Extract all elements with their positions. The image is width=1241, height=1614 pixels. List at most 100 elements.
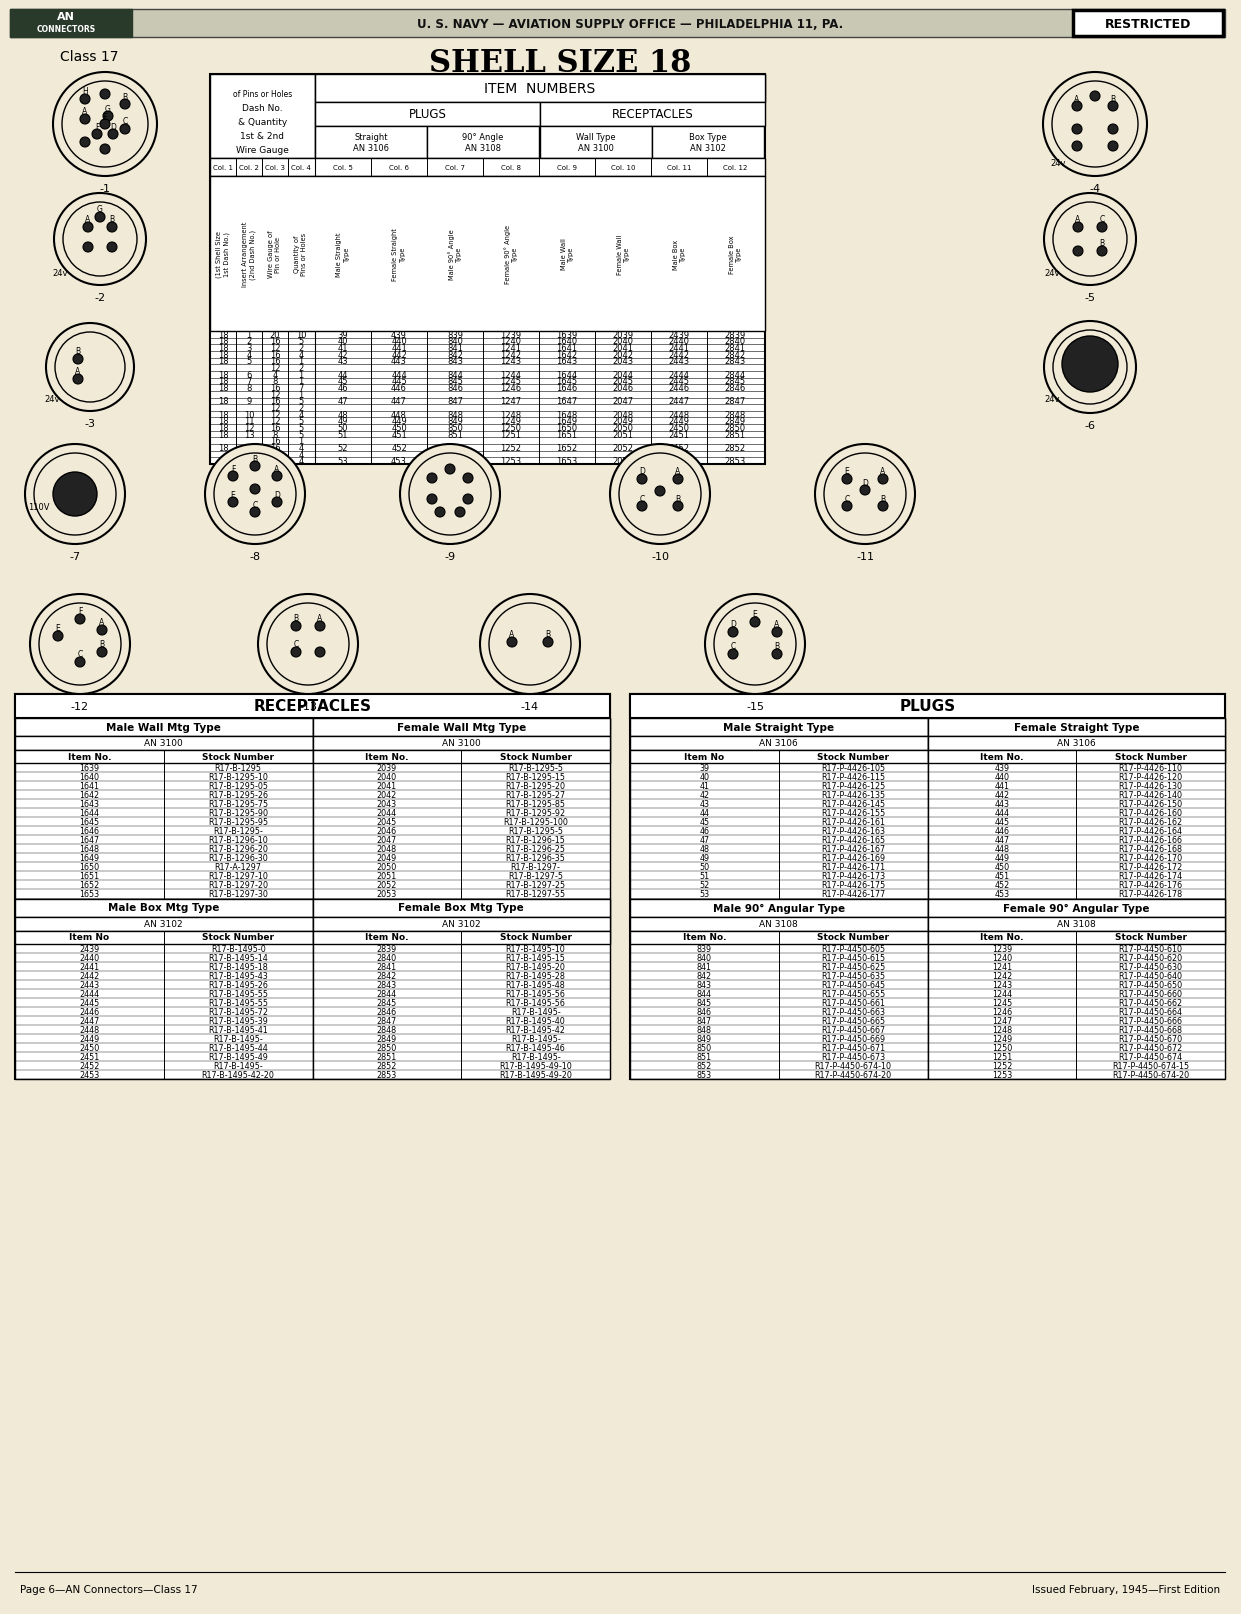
Text: 1639: 1639 (79, 763, 99, 773)
Text: R17-B-1495-56: R17-B-1495-56 (505, 997, 566, 1007)
Text: 16: 16 (269, 357, 280, 366)
Text: Stock Number: Stock Number (202, 933, 274, 943)
Text: R17-B-1495-14: R17-B-1495-14 (208, 952, 268, 962)
Text: 2448: 2448 (79, 1025, 99, 1035)
Circle shape (79, 115, 91, 124)
Circle shape (489, 604, 571, 686)
Text: 2049: 2049 (377, 854, 397, 863)
Text: R17-B-1495-49: R17-B-1495-49 (208, 1052, 268, 1062)
Text: 4: 4 (247, 350, 252, 360)
Bar (630, 694, 1225, 718)
Circle shape (92, 129, 102, 140)
Text: 16: 16 (269, 437, 280, 445)
Text: 446: 446 (994, 826, 1009, 836)
Text: 2: 2 (298, 363, 304, 373)
Text: 24v: 24v (1044, 268, 1060, 278)
Text: 2043: 2043 (613, 357, 634, 366)
Bar (927, 736, 1225, 751)
Text: 1250: 1250 (992, 1043, 1011, 1052)
Text: 24v: 24v (52, 268, 68, 278)
Text: G: G (105, 105, 110, 113)
Text: 18: 18 (217, 344, 228, 353)
Text: R17-P-4450-630: R17-P-4450-630 (1118, 962, 1183, 972)
Text: 1252: 1252 (500, 444, 521, 452)
Text: R17-B-1296-15: R17-B-1296-15 (505, 836, 566, 844)
Text: 440: 440 (391, 337, 407, 347)
Text: 2051: 2051 (613, 431, 633, 439)
Text: 2846: 2846 (725, 384, 746, 392)
Text: 850: 850 (696, 1043, 712, 1052)
Text: R17-P-4450-670: R17-P-4450-670 (1118, 1035, 1183, 1043)
Text: R17-P-4426-125: R17-P-4426-125 (822, 781, 885, 791)
Text: 2049: 2049 (613, 416, 633, 426)
Circle shape (107, 223, 117, 232)
Text: Female 90° Angle
Type: Female 90° Angle Type (504, 224, 517, 284)
Text: AN 3102: AN 3102 (442, 920, 480, 928)
Text: 845: 845 (447, 378, 463, 386)
Text: 2046: 2046 (377, 826, 397, 836)
Text: 1648: 1648 (79, 844, 99, 854)
Text: R17-P-4426-110: R17-P-4426-110 (1118, 763, 1183, 773)
Text: 2843: 2843 (725, 357, 746, 366)
Text: 1245: 1245 (500, 378, 521, 386)
Text: R17-P-4450-672: R17-P-4450-672 (1118, 1043, 1183, 1052)
Text: 2048: 2048 (613, 410, 634, 420)
Text: R17-B-1495-44: R17-B-1495-44 (208, 1043, 268, 1052)
Text: R17-P-4450-650: R17-P-4450-650 (1118, 980, 1183, 989)
Text: R17-B-1295-27: R17-B-1295-27 (505, 791, 566, 799)
Text: 10: 10 (295, 331, 307, 339)
Bar (315, 103, 540, 128)
Text: 11: 11 (243, 416, 254, 426)
Text: R17-P-4426-115: R17-P-4426-115 (822, 773, 885, 781)
Text: B: B (76, 347, 81, 357)
Text: 5: 5 (298, 337, 304, 347)
Text: 2444: 2444 (669, 371, 690, 379)
Circle shape (213, 454, 297, 536)
Text: 1640: 1640 (79, 773, 99, 781)
Text: 2840: 2840 (725, 337, 746, 347)
Text: 5: 5 (298, 423, 304, 433)
Text: A: A (82, 108, 88, 116)
Circle shape (120, 100, 130, 110)
Text: C: C (252, 500, 258, 508)
Text: R17-P-4426-172: R17-P-4426-172 (1118, 863, 1183, 872)
Circle shape (463, 473, 473, 484)
Text: 12: 12 (269, 363, 280, 373)
Text: R17-B-1295-15: R17-B-1295-15 (505, 773, 566, 781)
Text: Issued February, 1945—First Edition: Issued February, 1945—First Edition (1031, 1583, 1220, 1595)
Circle shape (611, 445, 710, 544)
Text: R17-B-1495-: R17-B-1495- (511, 1007, 561, 1017)
Text: R17-B-1295-05: R17-B-1295-05 (208, 781, 268, 791)
Text: 52: 52 (699, 881, 710, 889)
Text: F: F (78, 607, 82, 617)
Circle shape (53, 631, 63, 642)
Text: 846: 846 (697, 1007, 712, 1017)
Text: 2442: 2442 (79, 972, 99, 980)
Circle shape (38, 604, 122, 686)
Text: R17-B-1495-55: R17-B-1495-55 (208, 989, 268, 997)
Text: 18: 18 (217, 350, 228, 360)
Text: -7: -7 (69, 552, 81, 562)
Text: R17-P-4450-674-20: R17-P-4450-674-20 (814, 1070, 892, 1080)
Circle shape (714, 604, 795, 686)
Text: 844: 844 (697, 989, 712, 997)
Circle shape (544, 638, 553, 647)
Text: R17-P-4426-163: R17-P-4426-163 (822, 826, 885, 836)
Text: 1649: 1649 (79, 854, 99, 863)
Text: 2: 2 (298, 404, 304, 413)
Text: R17-B-1495-20: R17-B-1495-20 (505, 962, 566, 972)
Text: 1651: 1651 (556, 431, 577, 439)
Text: R17-P-4426-171: R17-P-4426-171 (822, 863, 885, 872)
Text: 2053: 2053 (377, 889, 397, 899)
Text: 2: 2 (247, 337, 252, 347)
Text: -11: -11 (856, 552, 874, 562)
Text: 446: 446 (391, 384, 407, 392)
Text: 16: 16 (269, 350, 280, 360)
Text: 1641: 1641 (79, 781, 99, 791)
Text: 440: 440 (994, 773, 1009, 781)
Text: 8: 8 (272, 450, 278, 460)
Text: R17-B-1495-: R17-B-1495- (213, 1062, 263, 1070)
Circle shape (53, 473, 97, 516)
Text: 6: 6 (246, 371, 252, 379)
Text: R17-P-4426-161: R17-P-4426-161 (822, 818, 885, 826)
